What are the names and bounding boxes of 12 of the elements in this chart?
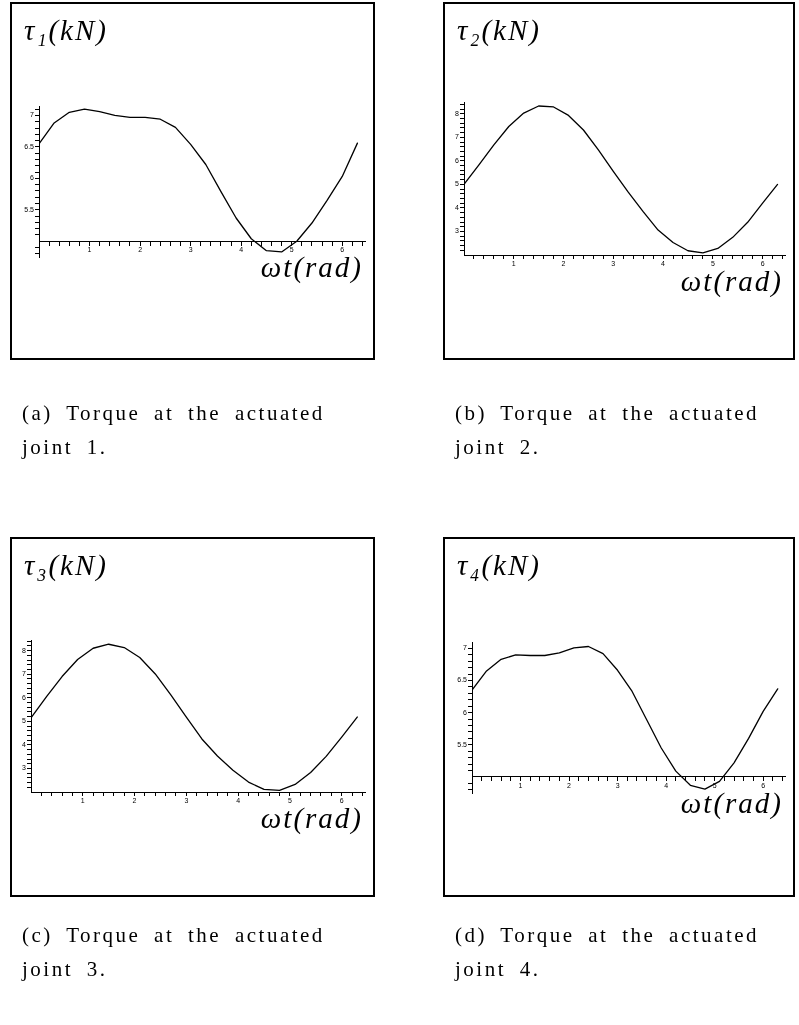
x-axis-title: ωt(rad) xyxy=(260,251,363,285)
y-axis-title: τ₃(kN) xyxy=(24,549,108,582)
text: (b) Torque at the actuated joint 2. xyxy=(455,400,761,461)
x-axis-title: ωt(rad) xyxy=(680,265,783,299)
text: (c) Torque at the actuated joint 3. xyxy=(22,922,326,983)
x-axis-title: ωt(rad) xyxy=(260,802,363,836)
y-axis-title: τ₂(kN) xyxy=(457,14,541,47)
x-axis-title: ωt(rad) xyxy=(680,787,783,821)
y-axis-title: τ₁(kN) xyxy=(24,14,108,47)
y-axis-title: τ₄(kN) xyxy=(457,549,541,582)
text: (a) Torque at the actuated joint 1. xyxy=(22,400,326,461)
text: (d) Torque at the actuated joint 4. xyxy=(455,922,761,983)
